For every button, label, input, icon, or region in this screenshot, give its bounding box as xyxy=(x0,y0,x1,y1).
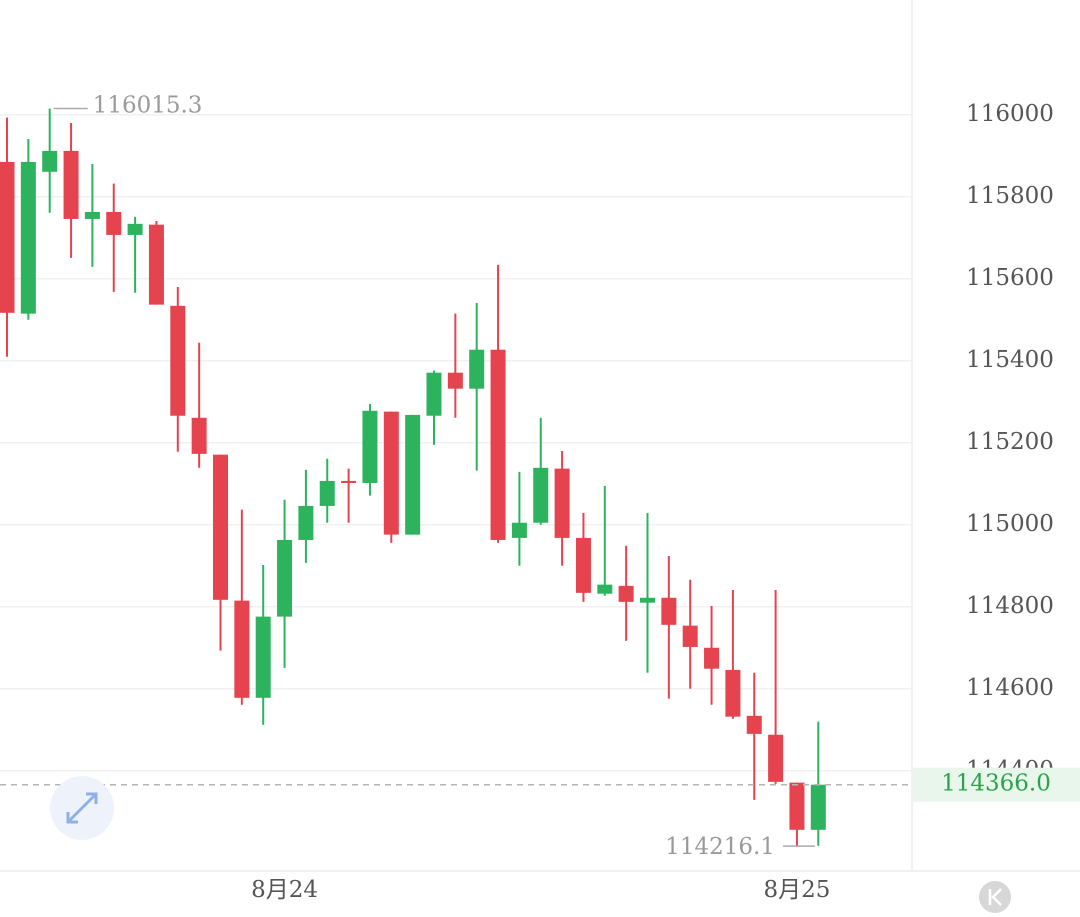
expand-icon[interactable] xyxy=(50,776,114,840)
candle-body xyxy=(42,150,58,172)
y-tick-label: 114600 xyxy=(966,675,1054,701)
candle-body xyxy=(746,715,762,734)
candle-body xyxy=(533,467,549,523)
candle-body xyxy=(170,305,186,416)
candle-body xyxy=(298,505,314,540)
candle-body xyxy=(277,539,293,617)
last-price-box xyxy=(913,767,1080,802)
y-tick-label: 116000 xyxy=(966,101,1054,127)
candle-body xyxy=(789,782,805,830)
candle-body xyxy=(554,468,570,538)
candle-body xyxy=(447,372,463,389)
candle-body xyxy=(725,669,741,717)
candle-body xyxy=(810,784,826,830)
last-price-label: 114366.0 xyxy=(941,771,1051,797)
candle-body xyxy=(148,224,164,305)
x-tick-label: 8月25 xyxy=(763,877,830,903)
candle-body xyxy=(383,411,399,535)
candle-body xyxy=(640,597,655,603)
candle-body xyxy=(682,625,698,647)
high-label: 116015.3 xyxy=(93,93,203,119)
candle-body xyxy=(234,600,250,698)
candle-body xyxy=(704,647,720,669)
candle-body xyxy=(597,584,613,594)
labels: 1144001146001148001150001152001154001156… xyxy=(0,93,1080,903)
candle-body xyxy=(20,161,36,314)
candle-body xyxy=(426,372,442,416)
candle-body xyxy=(661,597,677,625)
candle-body xyxy=(469,349,485,389)
grid xyxy=(0,114,912,772)
y-tick-label: 115800 xyxy=(966,183,1054,209)
candle-body xyxy=(255,616,271,698)
candle-body xyxy=(191,417,207,454)
candle-body xyxy=(768,734,784,782)
candle-body xyxy=(213,454,228,600)
y-tick-label: 114800 xyxy=(966,593,1054,619)
y-tick-label: 115600 xyxy=(966,265,1054,291)
scroll-end-button[interactable] xyxy=(979,881,1011,913)
candle-body xyxy=(0,161,15,313)
low-label: 114216.1 xyxy=(665,834,775,860)
candle-body xyxy=(575,537,591,593)
y-tick-label: 115200 xyxy=(966,429,1054,455)
candle-body xyxy=(106,211,122,235)
candles xyxy=(0,108,826,847)
candle-body xyxy=(618,585,634,602)
candle-body xyxy=(319,480,335,506)
candle-body xyxy=(490,349,506,540)
candle-body xyxy=(127,223,143,235)
candle-body xyxy=(84,211,100,219)
y-tick-label: 115000 xyxy=(966,511,1054,537)
candle-body xyxy=(362,410,378,483)
y-tick-label: 115400 xyxy=(966,347,1054,373)
candle-body xyxy=(63,150,79,219)
candle-body xyxy=(405,414,421,535)
x-tick-label: 8月24 xyxy=(251,877,318,903)
candle-body xyxy=(341,480,357,483)
candle-body xyxy=(511,522,527,538)
